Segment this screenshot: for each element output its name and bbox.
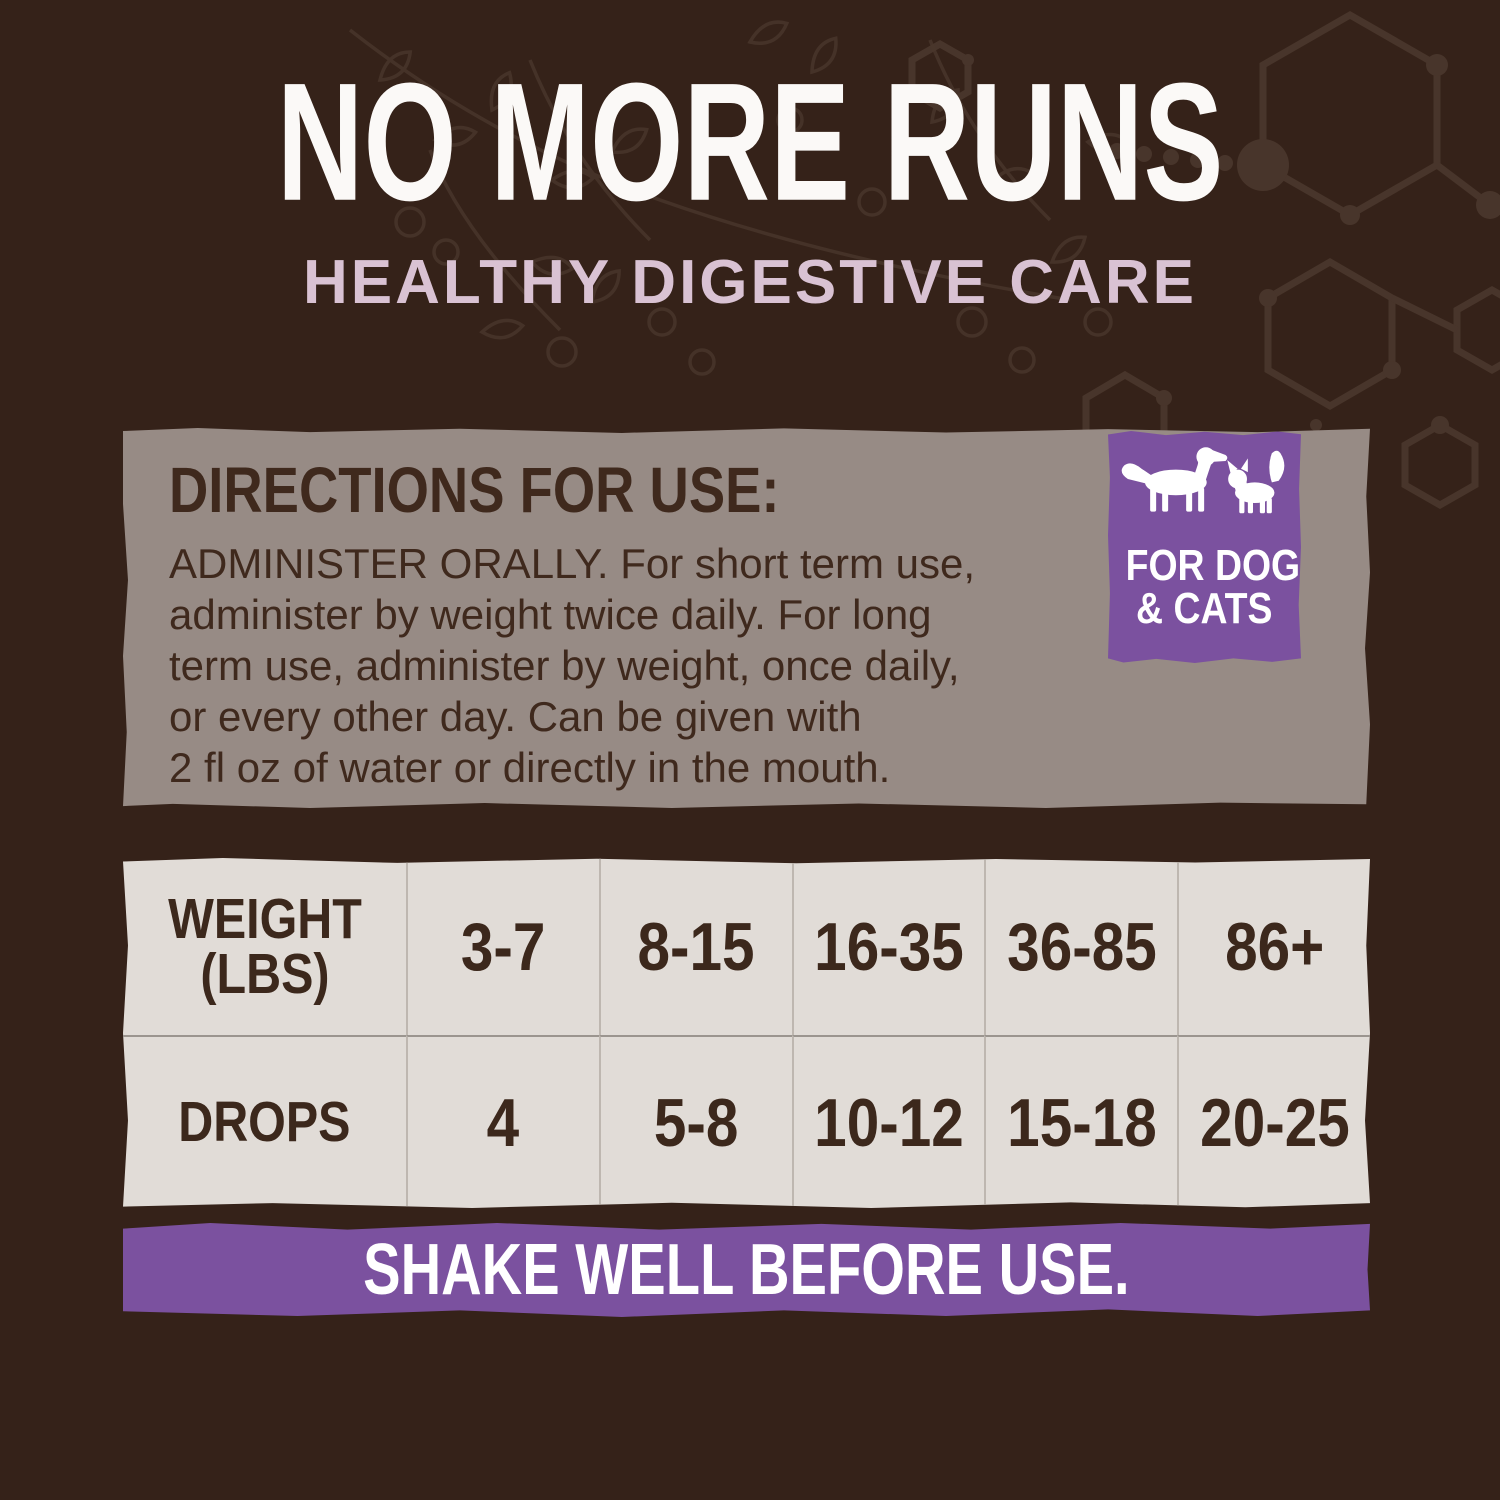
directions-line: administer by weight twice daily. For lo… [169, 591, 932, 638]
shake-well-text: SHAKE WELL BEFORE USE. [363, 1229, 1130, 1310]
directions-heading: DIRECTIONS FOR USE: [169, 454, 780, 526]
directions-line: term use, administer by weight, once dai… [169, 642, 960, 689]
table-cell-weight-2: 8-15 [598, 858, 792, 1035]
table-cell-drops-1: 4 [406, 1035, 599, 1208]
directions-body: ADMINISTER ORALLY. For short term use, a… [169, 538, 1370, 793]
table-cell-drops-5: 20-25 [1177, 1035, 1370, 1208]
table-cell-weight-1: 3-7 [406, 858, 599, 1035]
badge-line-1: FOR DOGS [1125, 541, 1326, 590]
dosage-table: WEIGHT (LBS) 3-7 8-15 16-35 36-85 86+ DR… [123, 858, 1370, 1208]
table-cell-weight-3: 16-35 [791, 858, 985, 1035]
table-header-weight: WEIGHT (LBS) [167, 887, 362, 1006]
table-cell-weight-4: 36-85 [984, 858, 1177, 1035]
directions-line: 2 fl oz of water or directly in the mout… [169, 744, 891, 791]
badge-line-2: & CATS [1136, 584, 1273, 634]
product-subtitle: HEALTHY DIGESTIVE CARE [303, 248, 1197, 317]
dog-cat-silhouettes [1121, 447, 1284, 514]
table-cell-drops-2: 5-8 [598, 1035, 792, 1208]
product-title-text: NO MORE RUNS [276, 47, 1224, 236]
directions-line: ADMINISTER ORALLY. For short term use, [169, 540, 975, 587]
table-cell-drops-3: 10-12 [791, 1035, 985, 1208]
table-cell-drops-4: 15-18 [984, 1035, 1178, 1208]
directions-line: or every other day. Can be given with [169, 693, 862, 740]
cat-icon [1226, 450, 1284, 514]
dog-icon [1121, 447, 1227, 512]
shake-well-banner: SHAKE WELL BEFORE USE. [123, 1222, 1370, 1317]
table-header-drops: DROPS [123, 1035, 406, 1208]
for-dogs-cats-badge: FOR DOGS & CATS [1108, 431, 1301, 663]
product-title: NO MORE RUNS [0, 57, 1500, 225]
table-cell-weight-5: 86+ [1177, 858, 1370, 1035]
